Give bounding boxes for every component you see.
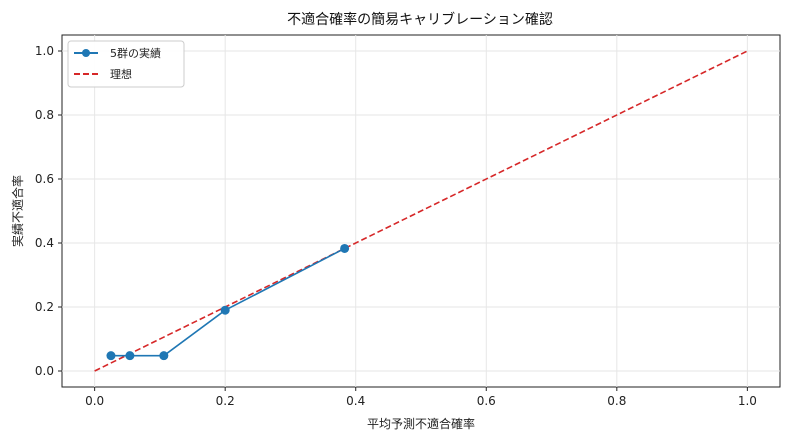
y-tick-label: 1.0 [35,44,54,58]
y-tick-label: 0.6 [35,172,54,186]
y-tick-label: 0.2 [35,300,54,314]
legend-label-observed: 5群の実績 [110,46,161,60]
x-tick-label: 0.2 [216,394,235,408]
y-tick-label: 0.8 [35,108,54,122]
x-tick-label: 0.6 [477,394,496,408]
y-tick-label: 0.4 [35,236,54,250]
x-tick-label: 0.0 [85,394,104,408]
legend: 5群の実績 理想 [67,40,185,88]
legend-label-ideal: 理想 [110,67,132,81]
chart-title: 不適合確率の簡易キャリブレーション確認 [287,11,553,28]
observed-point [220,305,230,315]
ideal-line [94,50,748,372]
legend-marker-observed [82,49,90,57]
series-layer [94,50,748,372]
observed-point [106,351,116,361]
grid [62,35,780,387]
y-axis-label: 実績不適合率 [10,175,25,247]
x-tick-label: 1.0 [738,394,757,408]
x-tick-label: 0.8 [607,394,626,408]
x-axis-label: 平均予測不適合確率 [367,416,475,431]
observed-point [125,351,135,361]
ticks: 0.0 0.2 0.4 0.6 0.8 1.0 0.0 0.2 0.4 0.6 0.8 1.0 [35,44,757,408]
y-tick-label: 0.0 [35,364,54,378]
observed-point [340,243,350,253]
x-tick-label: 0.4 [346,394,365,408]
observed-point [159,351,169,361]
